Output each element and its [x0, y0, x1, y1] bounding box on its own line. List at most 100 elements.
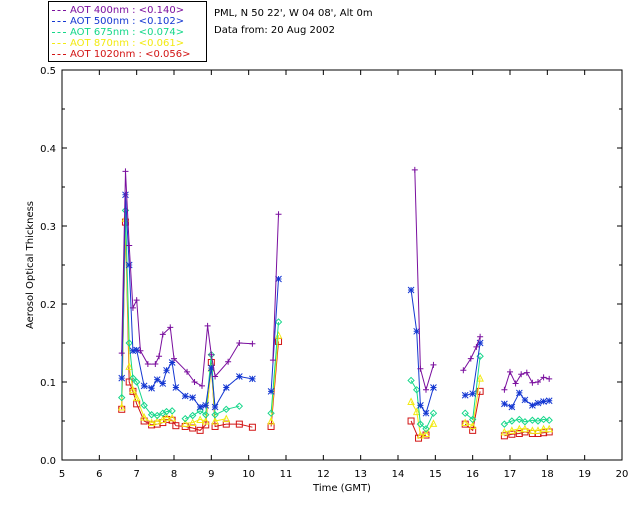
x-tick-label: 11	[280, 469, 293, 480]
data-point	[202, 411, 210, 419]
data-point	[202, 402, 210, 409]
data-point	[249, 340, 256, 347]
data-point	[126, 242, 133, 249]
data-point	[274, 318, 283, 326]
x-tick-label: 8	[171, 469, 177, 480]
data-point	[461, 391, 469, 399]
y-tick-label: 0.1	[40, 378, 56, 389]
data-point	[423, 386, 429, 393]
data-point	[521, 418, 529, 426]
data-point	[211, 411, 219, 419]
x-tick-label: 20	[616, 469, 629, 480]
data-point	[236, 340, 243, 346]
data-point	[153, 376, 161, 384]
data-point	[529, 379, 536, 386]
data-point	[133, 297, 140, 304]
data-point	[235, 373, 243, 380]
data-point	[508, 426, 516, 434]
x-tick-label: 13	[354, 469, 367, 480]
x-tick-label: 9	[208, 469, 214, 480]
series-aot-1020nm	[118, 218, 553, 442]
series-aot-500nm	[118, 191, 553, 417]
data-point	[467, 355, 474, 362]
data-point	[546, 375, 553, 382]
data-point	[476, 339, 484, 347]
data-point	[407, 286, 415, 294]
data-point	[500, 420, 509, 428]
data-point	[249, 375, 256, 383]
legend-label-1020nm: AOT 1020nm : <0.056>	[70, 49, 191, 60]
data-point	[267, 422, 275, 430]
data-point	[545, 416, 553, 424]
data-point	[153, 416, 162, 425]
data-point	[460, 367, 467, 374]
data-point	[417, 402, 424, 409]
data-point	[235, 402, 244, 410]
data-point	[129, 385, 137, 394]
x-tick-label: 16	[466, 469, 479, 480]
data-point	[412, 407, 421, 416]
y-tick-label: 0.5	[40, 66, 56, 77]
data-point	[172, 422, 180, 430]
data-point	[181, 414, 189, 423]
data-point	[416, 420, 425, 428]
data-point	[275, 275, 282, 283]
data-point	[162, 412, 171, 421]
data-point	[469, 390, 477, 398]
station-info: PML, N 50 22', W 04 08', Alt 0m	[214, 8, 373, 19]
date-info: Data from: 20 Aug 2002	[214, 25, 335, 36]
data-point	[222, 414, 231, 423]
data-point	[539, 415, 548, 424]
legend-item-1020nm: AOT 1020nm : <0.056>	[52, 49, 190, 60]
data-point	[545, 424, 554, 433]
legend-label-400nm: AOT 400nm : <0.140>	[70, 5, 185, 16]
data-point	[133, 346, 141, 354]
data-point	[521, 396, 529, 404]
data-point	[545, 397, 553, 405]
legend-swatch-400nm	[52, 9, 66, 11]
data-point	[211, 422, 219, 430]
data-point	[191, 379, 198, 385]
legend-swatch-1020nm	[52, 53, 66, 55]
data-point	[267, 416, 275, 425]
data-point	[129, 347, 137, 355]
data-point	[204, 322, 211, 329]
data-point	[515, 424, 524, 433]
data-point	[211, 416, 219, 425]
series-aot-870nm	[117, 214, 554, 439]
data-point	[189, 394, 197, 401]
data-point	[125, 378, 133, 386]
data-point	[534, 426, 542, 434]
data-point	[212, 373, 219, 380]
series-aot-400nm	[118, 166, 553, 393]
data-point	[501, 386, 508, 393]
data-point	[500, 427, 509, 436]
legend-item-870nm: AOT 870nm : <0.061>	[52, 38, 184, 49]
data-point	[407, 417, 415, 425]
data-point	[528, 426, 537, 434]
data-point	[461, 409, 469, 417]
data-point	[539, 424, 548, 433]
data-point	[422, 425, 430, 433]
data-point	[534, 417, 542, 425]
data-point	[196, 403, 204, 411]
data-point	[422, 409, 430, 417]
legend-item-675nm: AOT 675nm : <0.074>	[52, 27, 184, 38]
legend-item-500nm: AOT 500nm : <0.102>	[52, 16, 184, 27]
data-point	[413, 327, 421, 335]
data-point	[201, 416, 210, 425]
x-tick-label: 12	[317, 469, 330, 480]
x-tick-label: 17	[504, 469, 517, 480]
x-tick-label: 18	[541, 469, 554, 480]
y-tick-label: 0.3	[40, 222, 56, 233]
x-tick-label: 5	[59, 469, 65, 480]
x-tick-label: 10	[242, 469, 255, 480]
data-point	[500, 432, 508, 440]
data-point	[122, 168, 129, 175]
data-point	[407, 376, 415, 385]
data-point	[477, 333, 484, 340]
data-point	[117, 402, 126, 411]
x-tick-label: 19	[578, 469, 591, 480]
data-point	[168, 359, 176, 366]
data-point	[461, 418, 470, 427]
